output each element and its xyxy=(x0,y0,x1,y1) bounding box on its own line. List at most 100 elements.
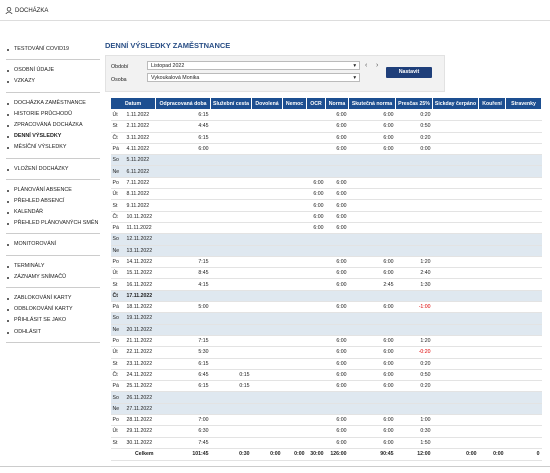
cell: 2:45 xyxy=(348,278,396,291)
menu-group: MONITOROVÁNÍ xyxy=(6,237,100,256)
cell xyxy=(325,312,349,325)
cell xyxy=(325,403,349,416)
cell xyxy=(306,267,326,280)
cell xyxy=(306,245,326,257)
cell: 0:00 xyxy=(395,143,433,156)
day-row: Út 1.11.2022 6:15 6:00 6:00 0:20 xyxy=(110,109,542,122)
cell xyxy=(505,233,542,246)
cell xyxy=(505,188,542,201)
person-select[interactable]: Vykoukalová Monika ▾ xyxy=(147,73,360,82)
cell: 6:00 xyxy=(306,188,326,201)
menu-item[interactable]: VLOŽENÍ DOCHÁZKY xyxy=(6,164,100,175)
cell xyxy=(478,380,506,393)
cell xyxy=(478,267,506,280)
cell xyxy=(478,143,506,156)
cell: 6:00 xyxy=(348,256,396,269)
cell xyxy=(306,391,326,404)
menu-item[interactable]: HISTORIE PRŮCHODŮ xyxy=(6,109,100,120)
menu-item[interactable]: KALENDÁŘ xyxy=(6,207,100,218)
cell xyxy=(210,301,252,314)
day-row: St 30.11.2022 7:45 6:00 6:00 1:50 xyxy=(110,437,542,449)
menu-item[interactable]: OSOBNÍ ÚDAJE xyxy=(6,65,100,76)
menu-item[interactable]: TESTOVÁNÍ COVID19 xyxy=(6,44,100,55)
date: 25.11.2022 xyxy=(124,380,156,393)
cell xyxy=(282,154,307,167)
cell xyxy=(395,290,433,303)
menu-item[interactable]: PŘEHLED ABSENCÍ xyxy=(6,196,100,207)
cell xyxy=(306,233,326,246)
cell: 0:00 xyxy=(282,447,307,461)
weekday: Ne xyxy=(110,165,125,178)
cell xyxy=(505,109,542,122)
cell xyxy=(325,324,349,336)
menu-item[interactable]: PŘIHLÁSIT SE JAKO xyxy=(6,315,100,326)
menu-item[interactable]: VZKAZY xyxy=(6,76,100,87)
cell xyxy=(432,199,479,212)
cell xyxy=(210,346,252,359)
weekday: Po xyxy=(110,414,125,427)
cell xyxy=(155,222,211,235)
menu-item[interactable]: DOCHÁZKA ZAMĚSTNANCE xyxy=(6,98,100,109)
cell: 0:00 xyxy=(432,447,479,461)
cell xyxy=(432,301,479,314)
menu-item[interactable]: MĚSÍČNÍ VÝSLEDKY xyxy=(6,142,100,153)
day-row: Pá 25.11.2022 6:15 0:15 6:00 6:00 0:20 xyxy=(110,380,542,393)
menu-item[interactable]: ODBLOKOVÁNÍ KARTY xyxy=(6,304,100,315)
menu-group: ZABLOKOVÁNÍ KARTY ODBLOKOVÁNÍ KARTY PŘIHLÁ… xyxy=(6,291,100,343)
cell xyxy=(505,380,542,393)
menu-item[interactable]: ODHLÁSIT xyxy=(6,327,100,338)
cell xyxy=(210,132,252,144)
menu-item[interactable]: ZPRACOVÁNÁ DOCHÁZKA xyxy=(6,120,100,131)
weekday: Po xyxy=(110,177,125,190)
day-row: Čt 24.11.2022 6:45 0:15 6:00 6:00 0:50 xyxy=(110,369,542,382)
cell xyxy=(210,278,252,291)
next-arrow[interactable]: › xyxy=(376,62,379,69)
menu-item[interactable]: ZABLOKOVÁNÍ KARTY xyxy=(6,293,100,304)
cell xyxy=(306,154,326,167)
period-select[interactable]: Listopad 2022 ▾ xyxy=(147,61,360,70)
menu-item[interactable]: DENNÍ VÝSLEDKY xyxy=(6,131,100,142)
column-header: Norma xyxy=(325,97,350,110)
menu-item[interactable]: TERMINÁLY xyxy=(6,261,100,272)
cell: 6:00 xyxy=(348,358,396,370)
side-menu: TESTOVÁNÍ COVID19 OSOBNÍ ÚDAJE VZKAZY DOCHÁ… xyxy=(6,42,100,346)
cell xyxy=(432,109,479,122)
cell: 6:00 xyxy=(325,120,349,133)
cell xyxy=(478,346,506,359)
cell xyxy=(505,267,542,280)
cell xyxy=(155,403,211,416)
cell xyxy=(251,222,283,235)
date: 5.11.2022 xyxy=(124,154,156,167)
menu-item[interactable]: PŘEHLED PLÁNOVANÝCH SMĚN xyxy=(6,218,100,229)
date: 1.11.2022 xyxy=(124,109,156,122)
cell: 6:00 xyxy=(306,177,326,190)
cell xyxy=(505,165,542,178)
menu-group: TESTOVÁNÍ COVID19 xyxy=(6,42,100,61)
cell xyxy=(155,188,211,201)
divider xyxy=(0,466,550,467)
cell xyxy=(251,403,283,416)
cell xyxy=(282,245,307,257)
cell xyxy=(325,165,349,178)
date: 10.11.2022 xyxy=(124,211,156,223)
submit-button[interactable]: Nastavit xyxy=(386,67,432,78)
cell: 1:20 xyxy=(395,335,433,348)
date: 26.11.2022 xyxy=(124,391,156,404)
cell xyxy=(395,154,433,167)
day-row: Čt 10.11.2022 6:00 6:00 xyxy=(110,211,542,223)
select-value: Vykoukalová Monika xyxy=(151,75,200,81)
cell xyxy=(478,233,506,246)
cell xyxy=(505,312,542,325)
cell: 6:30 xyxy=(155,425,211,438)
weekday: Čt xyxy=(110,132,125,144)
cell xyxy=(432,143,479,156)
prev-arrow[interactable]: ‹ xyxy=(365,62,368,69)
menu-item[interactable]: MONITOROVÁNÍ xyxy=(6,239,100,250)
cell xyxy=(348,245,396,257)
weekday: St xyxy=(110,437,125,449)
cell: 0:20 xyxy=(395,380,433,393)
menu-item[interactable]: ZÁZNAMY SNÍMAČŮ xyxy=(6,272,100,283)
menu-item[interactable]: PLÁNOVÁNÍ ABSENCE xyxy=(6,185,100,196)
weekday: St xyxy=(110,199,125,212)
cell xyxy=(478,403,506,416)
